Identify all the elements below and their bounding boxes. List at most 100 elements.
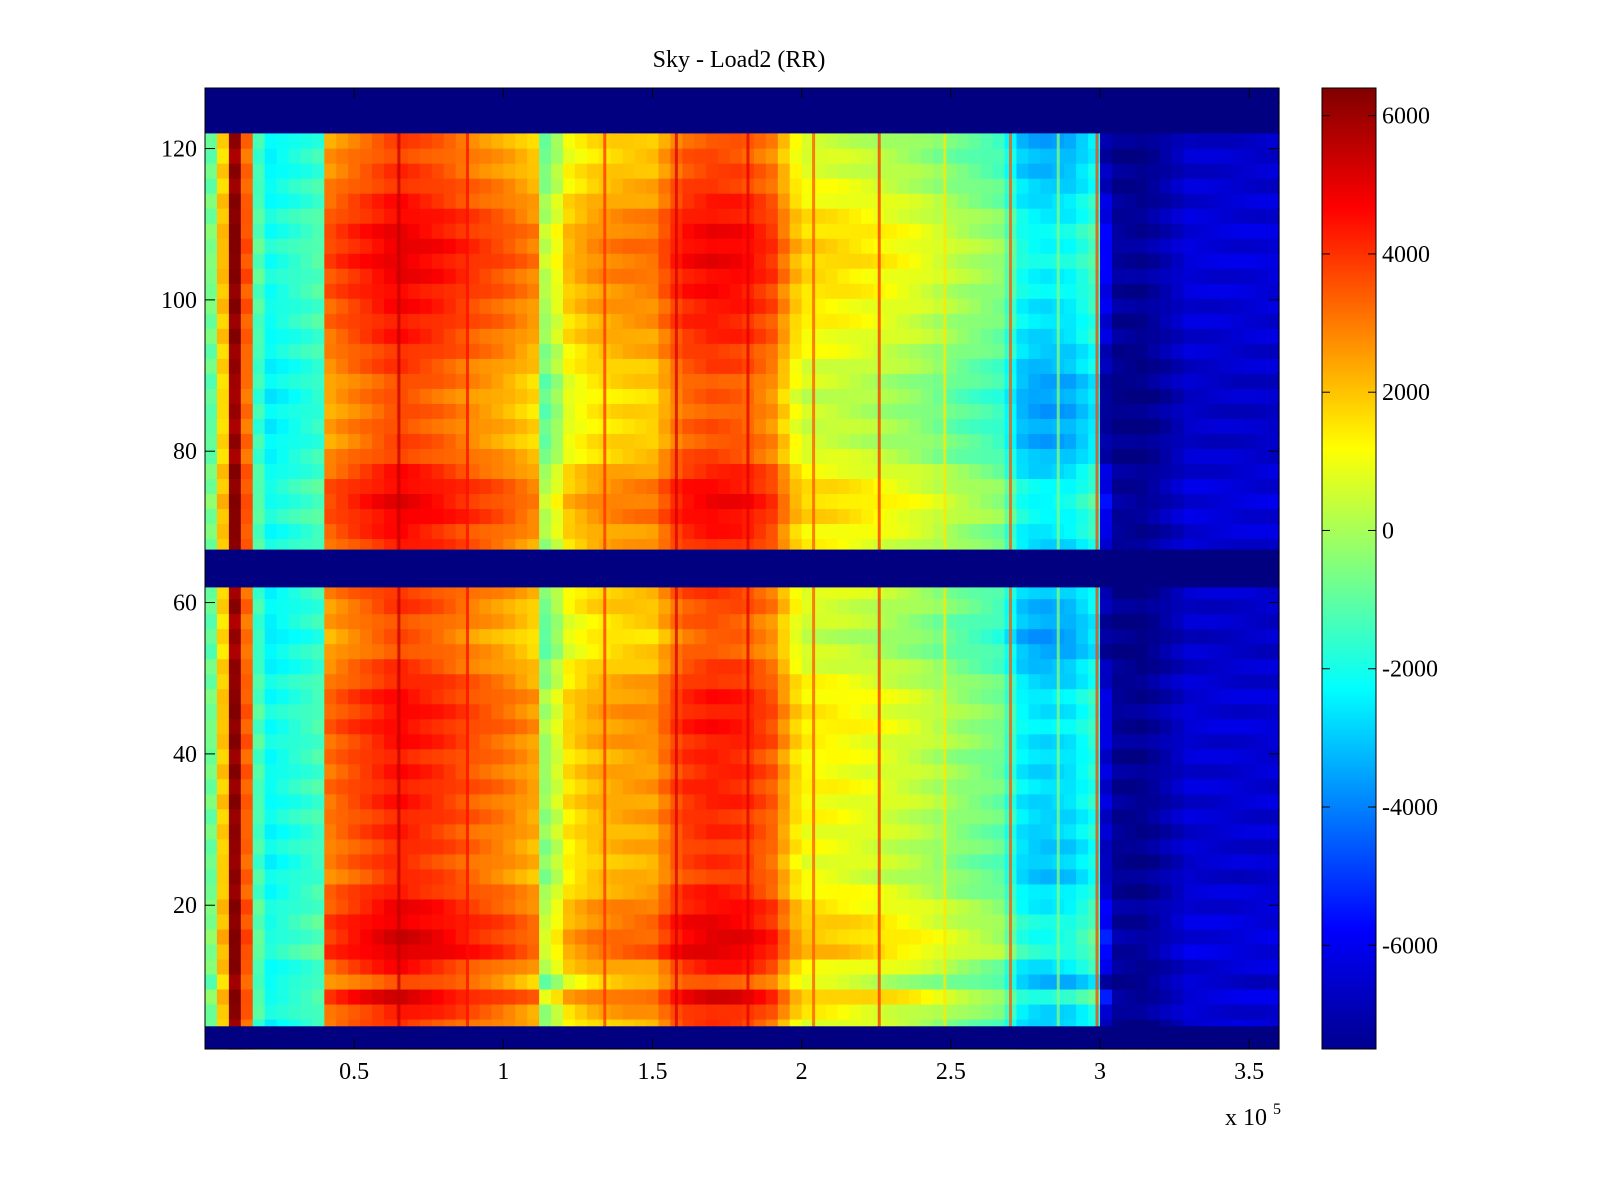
heatmap-cell <box>574 448 588 464</box>
heatmap-cell <box>1088 403 1101 419</box>
heatmap-cell <box>980 823 994 840</box>
heatmap-cell <box>1147 673 1161 690</box>
heatmap-cell <box>252 388 266 404</box>
heatmap-cell <box>312 748 325 765</box>
heatmap-cell <box>932 373 946 389</box>
heatmap-cell <box>360 988 373 1005</box>
heatmap-cell <box>300 313 313 329</box>
heatmap-cell <box>527 883 540 900</box>
heatmap-cell <box>527 1003 540 1020</box>
heatmap-cell <box>300 763 313 780</box>
heatmap-cell <box>527 673 540 690</box>
heatmap-cell <box>240 508 254 525</box>
heatmap-cell <box>252 913 266 930</box>
heatmap-cell <box>777 628 791 645</box>
heatmap-cell <box>216 988 230 1005</box>
heatmap-cell <box>992 313 1006 329</box>
heatmap-cell <box>276 598 290 615</box>
heatmap-cell <box>1267 763 1280 780</box>
heatmap-cell <box>1159 778 1173 795</box>
heatmap-cell <box>610 283 624 299</box>
heatmap-cell <box>515 988 528 1005</box>
heatmap-cell <box>1076 583 1089 600</box>
heatmap-cell <box>455 478 469 495</box>
heatmap-cell <box>515 973 528 990</box>
heatmap-cell <box>1159 748 1173 765</box>
heatmap-cell <box>336 358 349 374</box>
heatmap-cell <box>706 658 719 675</box>
heatmap-cell <box>1195 343 1208 359</box>
heatmap-cell <box>921 343 934 359</box>
heatmap-cell <box>503 868 516 885</box>
heatmap-cell <box>288 328 302 344</box>
heatmap-cell <box>694 853 707 870</box>
heatmap-cell <box>968 853 982 870</box>
heatmap-cell <box>1171 823 1185 840</box>
heatmap-cell <box>384 583 397 600</box>
heatmap-cell <box>1267 223 1280 239</box>
heatmap-cell <box>360 613 373 630</box>
heatmap-cell <box>837 703 850 720</box>
heatmap-cell <box>968 478 982 495</box>
heatmap-cell <box>694 223 707 239</box>
heatmap-cell <box>861 523 874 540</box>
heatmap-cell <box>384 628 397 645</box>
heatmap-cell <box>777 598 791 615</box>
heatmap-cell <box>563 358 576 374</box>
heatmap-cell <box>479 778 492 795</box>
heatmap-cell <box>264 343 278 359</box>
heatmap-cell <box>1159 613 1173 630</box>
heatmap-cell <box>551 223 564 239</box>
heatmap-cell <box>407 583 421 600</box>
heatmap-cell <box>932 223 946 239</box>
heatmap-cell <box>1183 433 1197 449</box>
heatmap-cell <box>1100 868 1113 885</box>
heatmap-cell <box>1243 358 1256 374</box>
heatmap-cell <box>753 868 767 885</box>
heatmap-cell <box>1064 433 1077 449</box>
heatmap-cell <box>1135 313 1149 329</box>
heatmap-cell <box>682 448 695 464</box>
heatmap-cell <box>777 508 791 525</box>
heatmap-cell <box>1088 838 1101 855</box>
heatmap-cell <box>491 463 504 480</box>
heatmap-cell <box>264 793 278 810</box>
heatmap-cell <box>1243 958 1256 975</box>
heatmap-cell <box>801 943 815 960</box>
heatmap-cell <box>479 913 492 930</box>
heatmap-cell <box>539 883 552 900</box>
heatmap-cell <box>491 928 504 945</box>
heatmap-cell <box>932 358 946 374</box>
heatmap-cell <box>1207 643 1220 660</box>
heatmap-cell <box>384 478 397 495</box>
heatmap-cell <box>980 628 994 645</box>
heatmap-cell <box>801 823 815 840</box>
heatmap-cell <box>765 793 779 810</box>
heatmap-cell <box>228 958 242 975</box>
heatmap-cell <box>216 628 230 645</box>
heatmap-cell <box>312 778 325 795</box>
heatmap-cell <box>861 298 874 314</box>
heatmap-cell <box>753 658 767 675</box>
heatmap-cell <box>407 238 421 254</box>
heatmap-cell <box>956 958 970 975</box>
heatmap-cell <box>813 778 827 795</box>
heatmap-cell <box>909 403 922 419</box>
heatmap-cell <box>944 478 958 495</box>
heatmap-cell <box>801 478 815 495</box>
heatmap-cell <box>1100 898 1113 915</box>
heatmap-cell <box>431 343 445 359</box>
heatmap-cell <box>980 448 994 464</box>
heatmap-cell <box>980 838 994 855</box>
heatmap-cell <box>753 703 767 720</box>
heatmap-cell <box>574 883 588 900</box>
heatmap-cell <box>718 253 731 269</box>
heatmap-cell <box>1243 583 1256 600</box>
heatmap-cell <box>479 973 492 990</box>
heatmap-cell <box>1123 943 1137 960</box>
heatmap-cell <box>467 973 481 990</box>
heatmap-cell <box>312 688 325 705</box>
heatmap-cell <box>849 343 862 359</box>
heatmap-cell <box>1255 703 1268 720</box>
heatmap-cell <box>706 328 719 344</box>
